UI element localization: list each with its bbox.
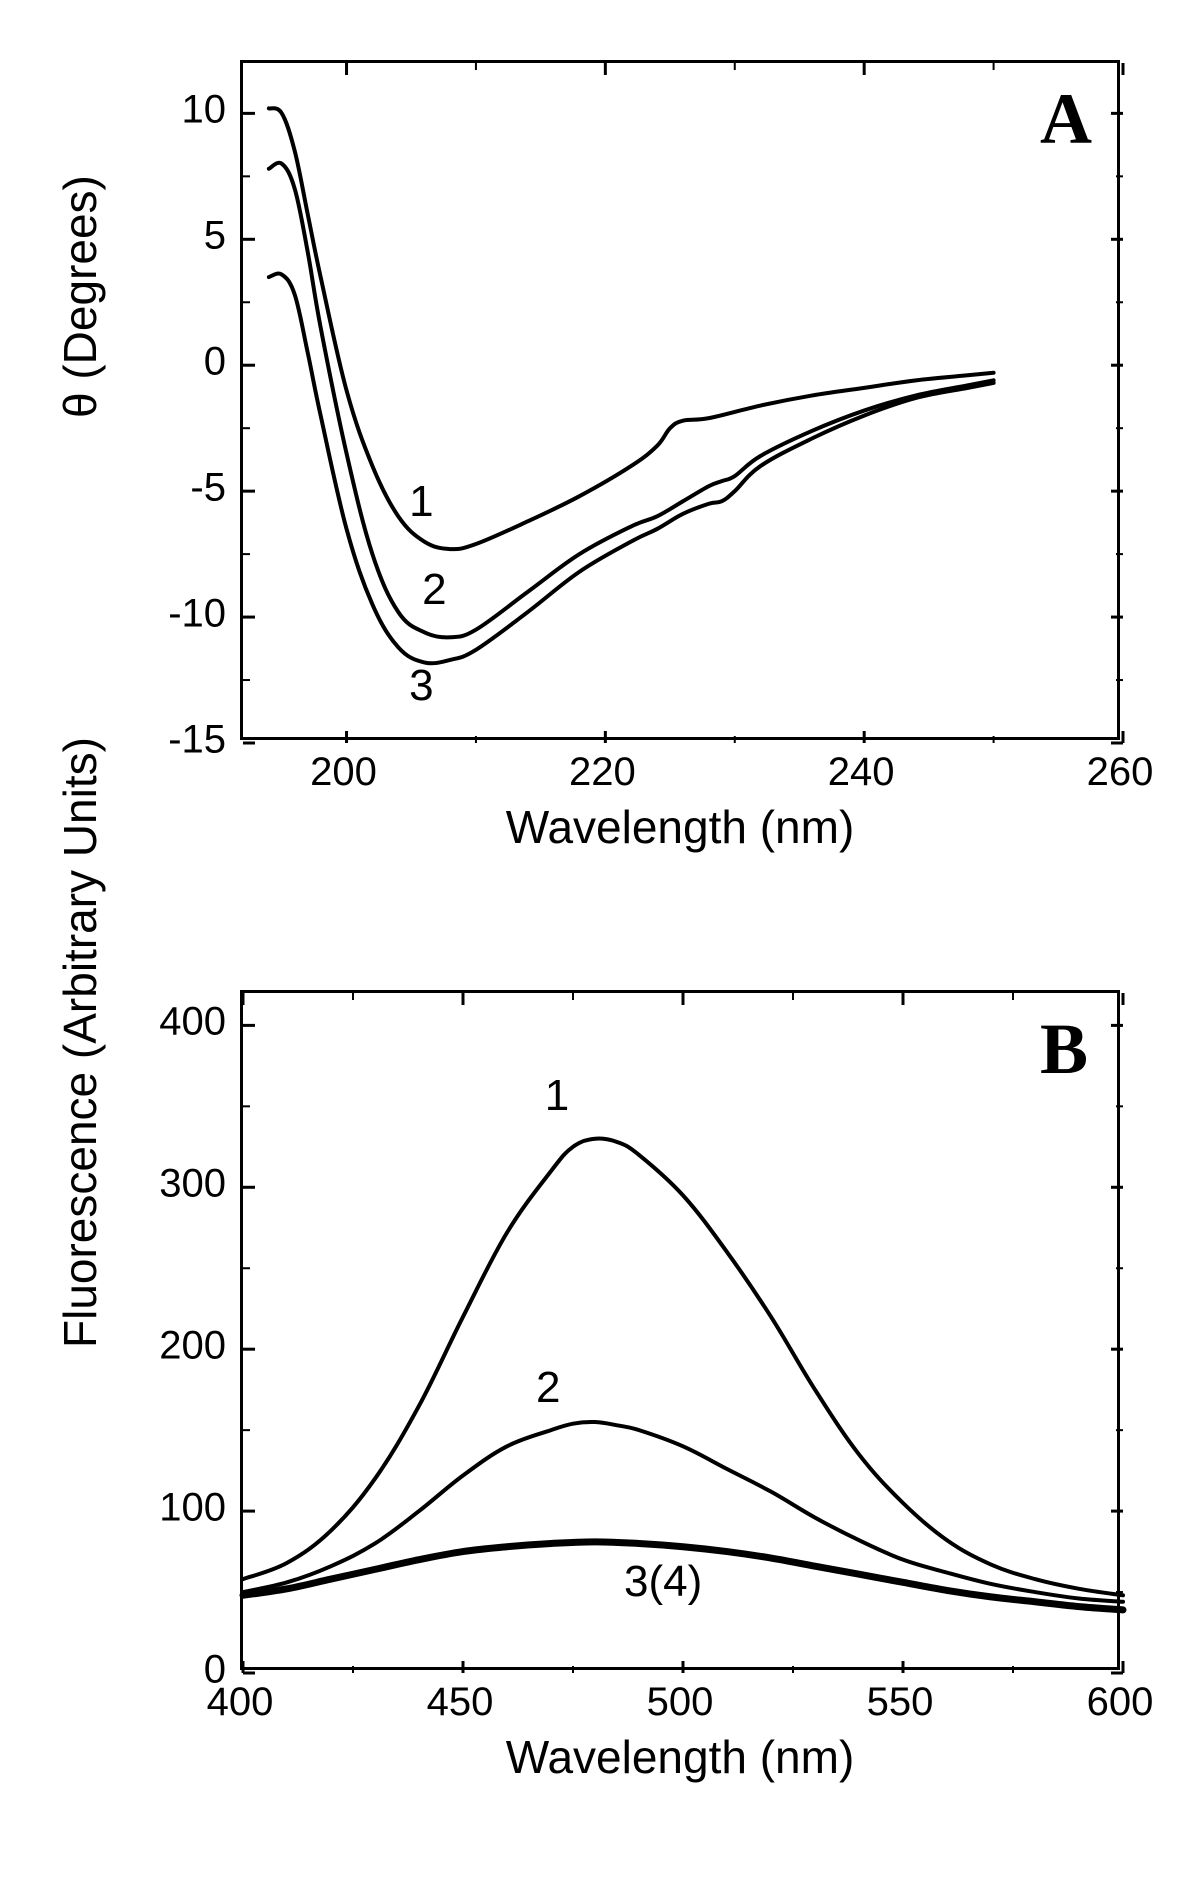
series-line xyxy=(269,108,994,549)
y-tick-label: -5 xyxy=(190,466,226,511)
panel-a-label: A xyxy=(1040,78,1092,161)
panel-a: A Wavelength (nm) θ (Degrees) 200 220 240 2… xyxy=(40,20,1160,920)
y-tick-label: 200 xyxy=(159,1324,226,1369)
x-tick-label: 200 xyxy=(310,750,377,795)
y-tick-label: 10 xyxy=(182,88,227,133)
x-tick-label: 220 xyxy=(569,750,636,795)
series-line xyxy=(269,274,994,664)
panel-b-xlabel: Wavelength (nm) xyxy=(240,1730,1120,1784)
panel-b-ylabel: Fluorescence (Arbitrary Units) xyxy=(53,1318,107,1348)
panel-a-ylabel: θ (Degrees) xyxy=(53,388,107,418)
x-tick-label: 600 xyxy=(1087,1680,1154,1725)
y-tick-label: 100 xyxy=(159,1486,226,1531)
x-tick-label: 240 xyxy=(828,750,895,795)
y-tick-label: 0 xyxy=(204,1648,226,1693)
series-label: 3(4) xyxy=(624,1557,702,1607)
x-tick-label: 500 xyxy=(647,1680,714,1725)
plot-area-a xyxy=(240,60,1120,740)
x-tick-label: 450 xyxy=(427,1680,494,1725)
y-tick-label: 5 xyxy=(204,214,226,259)
panel-b: B Wavelength (nm) Fluorescence (Arbitrar… xyxy=(40,950,1160,1850)
series-label: 2 xyxy=(536,1363,560,1413)
series-line xyxy=(269,163,994,638)
y-tick-label: 400 xyxy=(159,1000,226,1045)
y-tick-label: -15 xyxy=(168,718,226,763)
y-tick-label: 300 xyxy=(159,1162,226,1207)
series-label: 1 xyxy=(409,477,433,527)
series-line xyxy=(243,1138,1123,1595)
panel-b-label: B xyxy=(1040,1008,1088,1091)
x-tick-label: 550 xyxy=(867,1680,934,1725)
series-label: 1 xyxy=(545,1071,569,1121)
panel-a-xlabel: Wavelength (nm) xyxy=(240,800,1120,854)
series-label: 3 xyxy=(409,661,433,711)
x-tick-label: 260 xyxy=(1087,750,1154,795)
series-label: 2 xyxy=(422,565,446,615)
y-tick-label: 0 xyxy=(204,340,226,385)
y-tick-label: -10 xyxy=(168,592,226,637)
